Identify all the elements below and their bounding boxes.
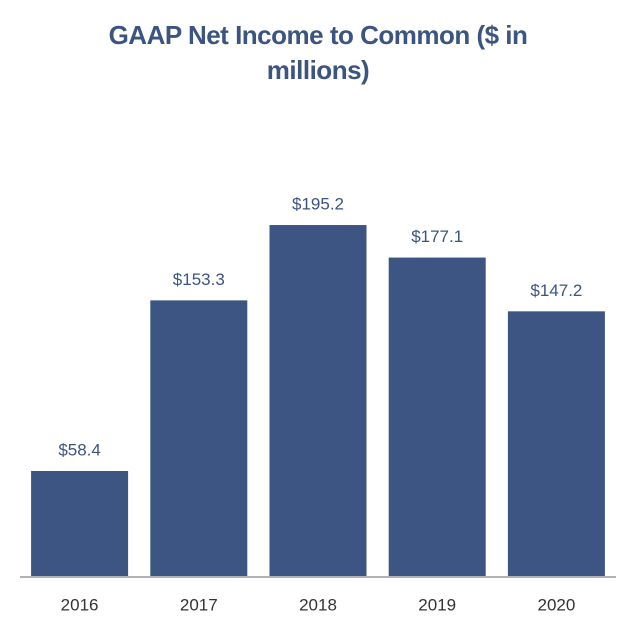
- bar: [31, 470, 129, 576]
- x-tick-label: 2017: [180, 595, 218, 614]
- x-tick-label: 2018: [299, 595, 337, 614]
- value-label: $153.3: [173, 270, 225, 289]
- x-tick-label: 2019: [418, 595, 456, 614]
- x-tick-label: 2016: [61, 595, 99, 614]
- bar: [388, 257, 486, 576]
- x-tick-label: 2020: [537, 595, 575, 614]
- value-label: $147.2: [530, 281, 582, 300]
- chart-title: GAAP Net Income to Common ($ in millions…: [108, 20, 528, 85]
- value-label: $177.1: [411, 227, 463, 246]
- bar: [269, 225, 367, 576]
- value-label: $195.2: [292, 195, 344, 214]
- bar: [150, 300, 248, 576]
- bar: [507, 311, 605, 576]
- value-label: $58.4: [58, 440, 101, 459]
